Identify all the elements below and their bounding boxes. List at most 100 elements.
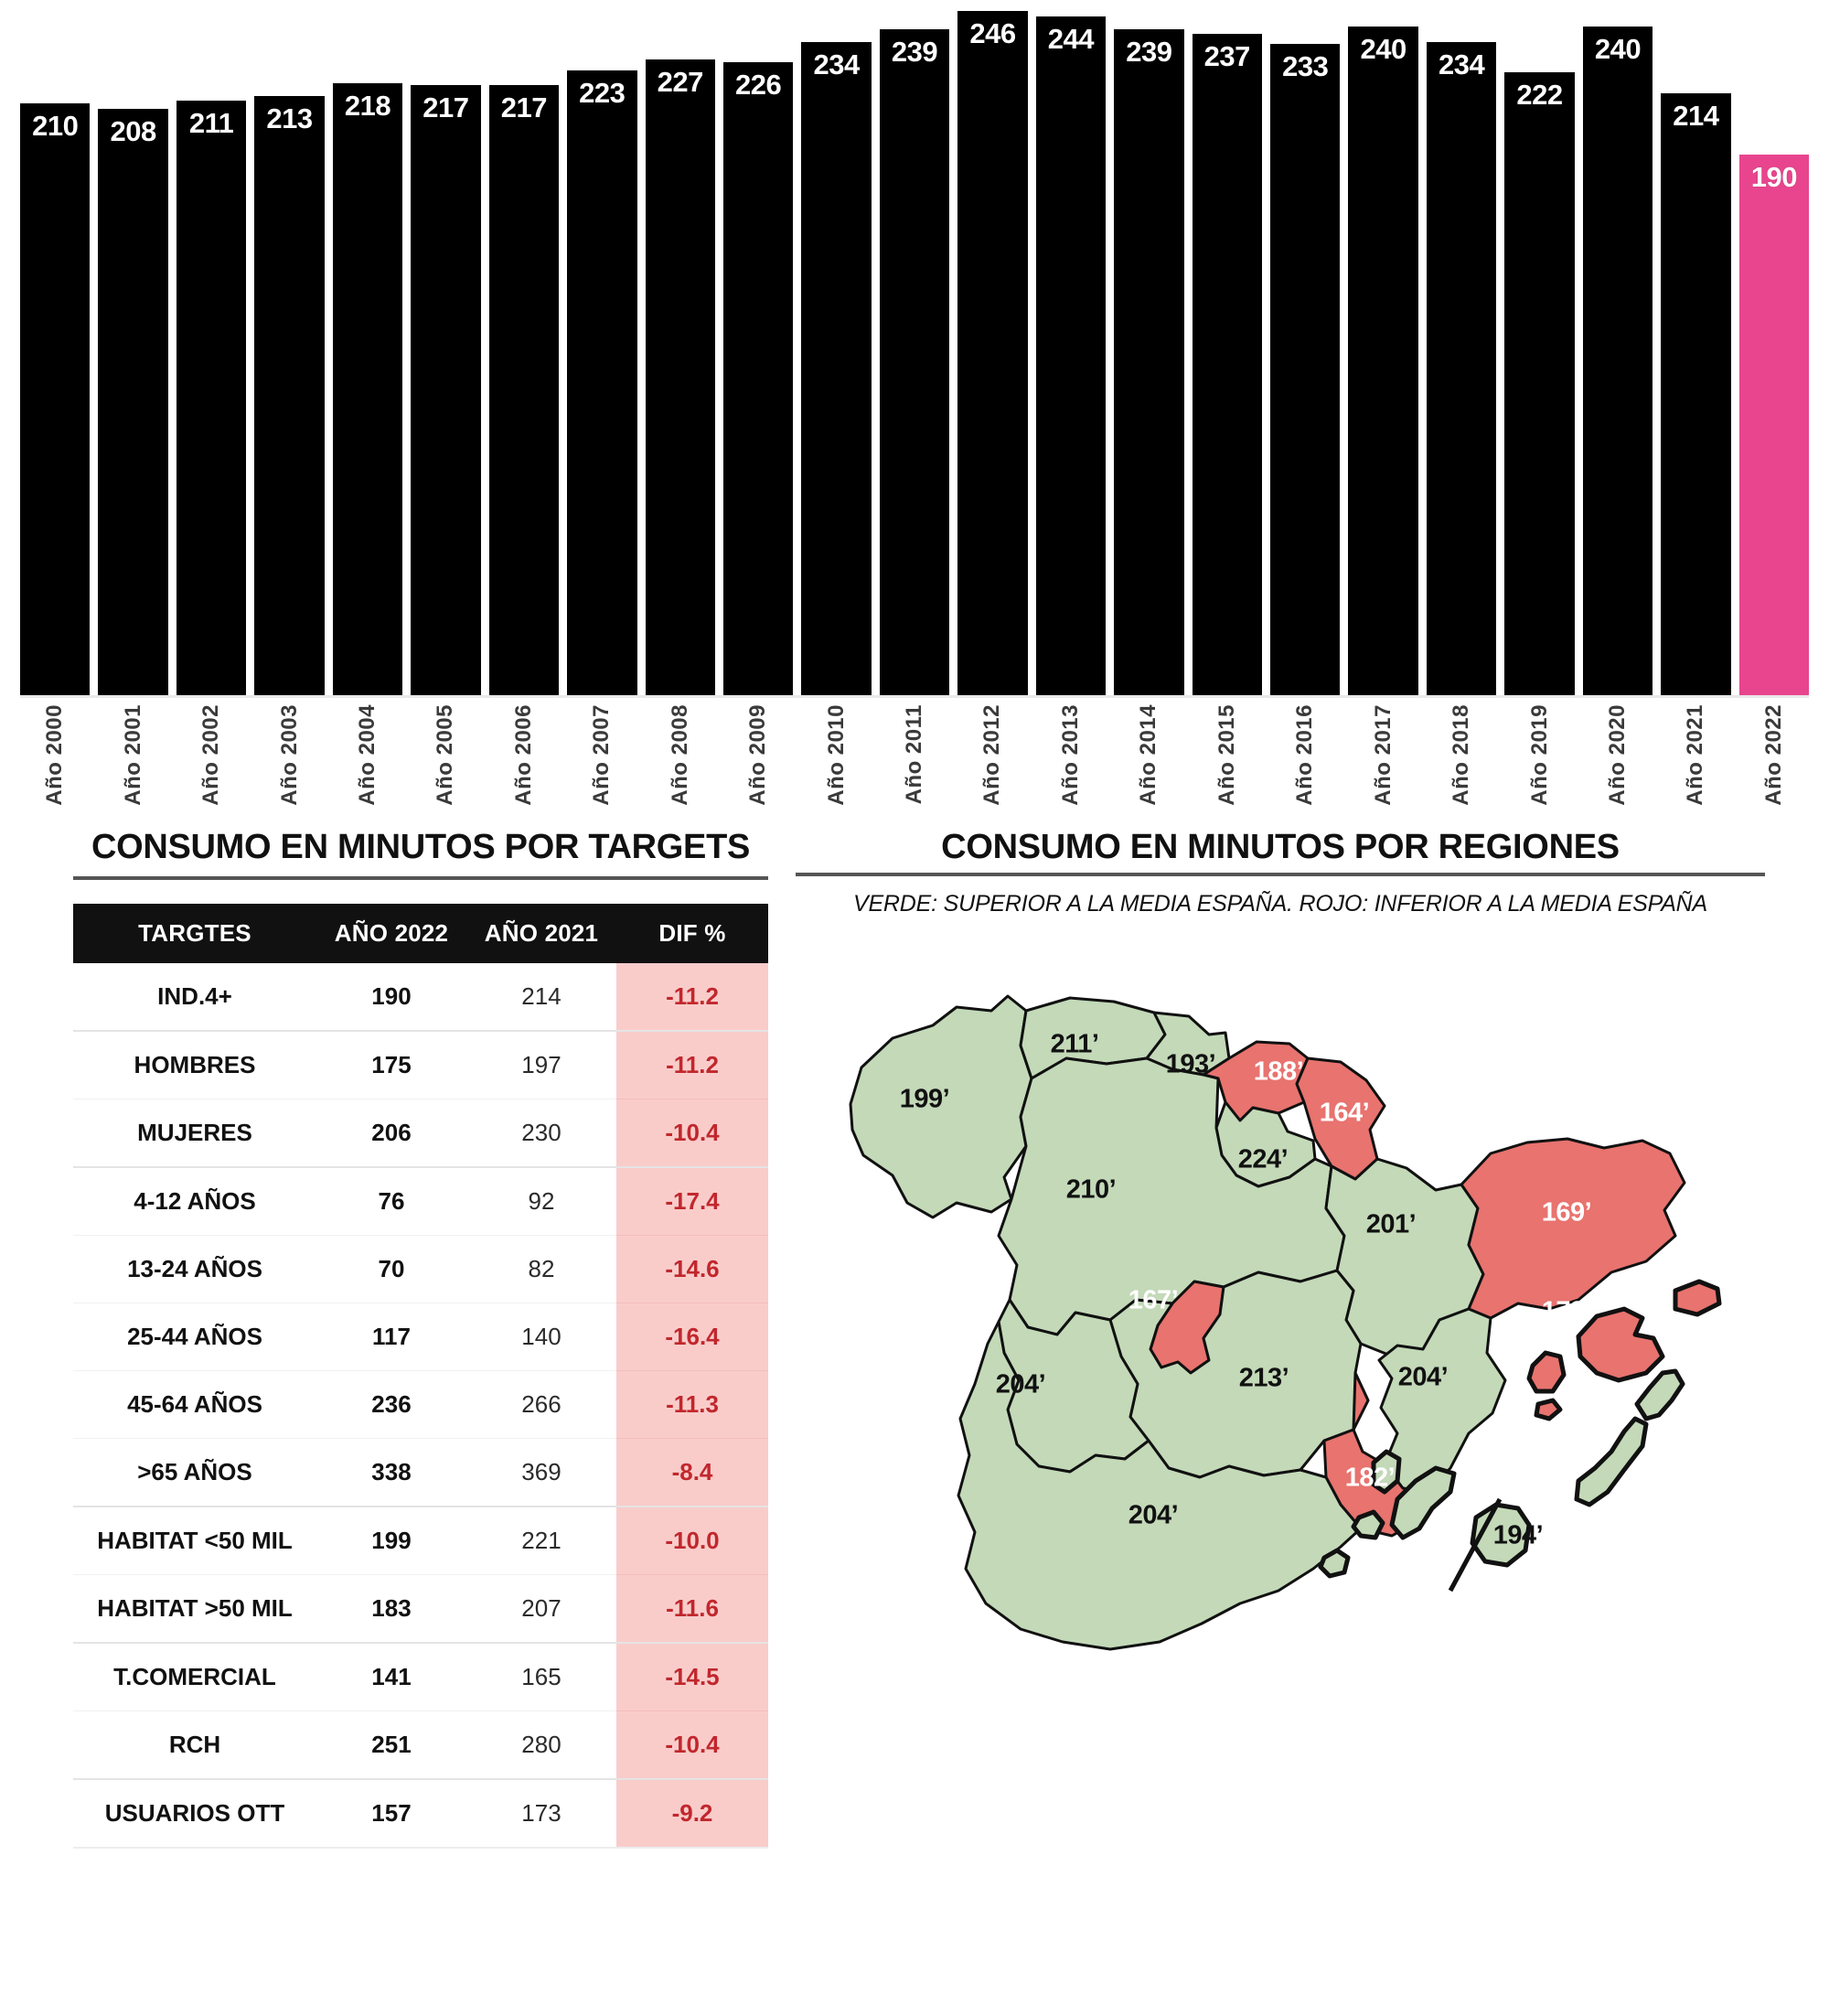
map-region-baleares [1526,1350,1567,1394]
year-axis-label: Año 2007 [589,704,615,806]
bar-column: 239 [1114,9,1184,695]
cell-value-2022: 338 [316,1438,466,1507]
cell-value-2022: 141 [316,1642,466,1711]
cell-dif-percent: -10.4 [616,1099,768,1168]
cell-value-2021: 197 [466,1030,616,1099]
map-region-canarias [1634,1368,1685,1421]
bar: 208 [98,108,168,695]
map-region-canarias [1351,1509,1385,1540]
cell-value-2021: 173 [466,1778,616,1849]
map-region-canarias [1318,1548,1351,1579]
year-axis-label: Año 2013 [1057,704,1083,806]
bar: 214 [1661,92,1731,695]
year-axis-label: Año 2003 [276,704,302,806]
year-label-column: Año 2005 [411,704,480,814]
cell-value-2022: 236 [316,1370,466,1439]
bar-column: 239 [879,9,950,695]
bar-column: 240 [1348,9,1418,695]
map-region-andalucia [957,1320,1363,1651]
table-row: HABITAT <50 MIL 199 221 -10.0 [73,1506,768,1575]
bar-value-label: 246 [969,17,1016,49]
cell-dif-percent: -10.0 [616,1506,768,1575]
map-region-canarias [1389,1465,1457,1540]
spain-map: 199’ 211’ 193’ 188’ 164’ 224’ 210’ 201’ 169’ 167’… [796,950,1765,1828]
year-axis-label: Año 2021 [1683,704,1708,806]
cell-value-2022: 183 [316,1574,466,1644]
year-label-column: Año 2006 [489,704,559,814]
bar: 222 [1504,72,1575,695]
bar-value-label: 234 [1438,48,1485,80]
bar-column: 223 [567,9,637,695]
cell-target-name: MUJERES [73,1099,316,1168]
regions-panel-title: CONSUMO EN MINUTOS POR REGIONES [941,828,1620,866]
map-label-galicia: 199’ [899,1084,950,1114]
map-label-extremadura: 204’ [995,1369,1046,1399]
map-label-asturias: 211’ [1050,1029,1099,1059]
cell-dif-percent: -14.6 [616,1235,768,1303]
year-axis-label: Año 2010 [823,704,849,806]
bar-chart-bars: 210 208 211 213 218 217 217 223 227 226 234 239 246 2… [20,9,1810,695]
year-axis-label: Año 2018 [1449,704,1474,806]
year-label-column: Año 2010 [801,704,871,814]
cell-value-2021: 214 [466,963,616,1032]
year-axis-label: Año 2012 [979,704,1005,806]
cell-target-name: HABITAT >50 MIL [73,1574,316,1644]
cell-target-name: 45-64 AÑOS [73,1370,316,1439]
bar: 233 [1270,44,1341,695]
year-axis-label: Año 2005 [433,704,458,806]
table-row: 45-64 AÑOS 236 266 -11.3 [73,1370,768,1439]
table-header-row: TARGTES AÑO 2022 AÑO 2021 DIF % [73,904,768,963]
bar: 234 [801,41,872,695]
cell-dif-percent: -16.4 [616,1303,768,1371]
year-label-column: Año 2003 [254,704,324,814]
bar: 210 [20,102,91,695]
map-region-cataluna [1460,1137,1686,1320]
cell-value-2021: 230 [466,1099,616,1168]
regions-legend-text: VERDE: SUPERIOR A LA MEDIA ESPAÑA. ROJO:… [852,891,1708,917]
map-label-cataluna: 169’ [1541,1197,1592,1228]
year-label-column: Año 2009 [723,704,793,814]
year-label-column: Año 2019 [1504,704,1574,814]
map-region-baleares [1576,1306,1665,1383]
bar-value-label: 237 [1203,40,1251,73]
cell-value-2022: 76 [316,1166,466,1236]
map-label-castilla-leon: 210’ [1065,1174,1117,1205]
bar-value-label: 222 [1516,79,1563,112]
year-axis-label: Año 2008 [667,704,692,806]
bar: 246 [957,11,1028,695]
year-label-column: Año 2008 [646,704,715,814]
cell-dif-percent: -9.2 [616,1778,768,1849]
bar-value-label: 211 [188,107,234,140]
cell-value-2021: 221 [466,1506,616,1575]
table-row: HABITAT >50 MIL 183 207 -11.6 [73,1574,768,1644]
cell-value-2021: 280 [466,1710,616,1780]
cell-value-2022: 190 [316,963,466,1032]
cell-value-2021: 369 [466,1438,616,1507]
cell-dif-percent: -11.6 [616,1574,768,1644]
bar-value-label: 217 [500,91,548,124]
cell-value-2021: 82 [466,1235,616,1303]
cell-dif-percent: -11.2 [616,963,768,1032]
bar: 217 [488,85,560,695]
map-label-baleares: 173’ [1541,1296,1592,1326]
bar: 239 [879,28,950,695]
year-label-column: Año 2020 [1583,704,1653,814]
year-axis-label: Año 2011 [902,704,927,805]
table-row: USUARIOS OTT 157 173 -9.2 [73,1778,768,1849]
bar-column: 217 [411,9,481,695]
year-axis-label: Año 2014 [1136,704,1161,806]
column-header-2021: AÑO 2021 [466,904,616,963]
map-region-canarias [1371,1449,1402,1495]
year-axis-label: Año 2015 [1214,704,1239,806]
year-label-column: Año 2012 [957,704,1027,814]
bar-column: 217 [488,9,560,695]
year-axis-label: Año 2009 [745,704,771,806]
bar-column: 246 [957,9,1028,695]
column-header-2022: AÑO 2022 [316,904,466,963]
bar-value-label: 227 [657,66,704,99]
map-region-canarias [1574,1416,1649,1507]
cell-target-name: IND.4+ [73,963,316,1032]
bar: 239 [1114,28,1184,695]
bar-value-label: 240 [1594,32,1642,65]
year-label-column: Año 2013 [1036,704,1106,814]
